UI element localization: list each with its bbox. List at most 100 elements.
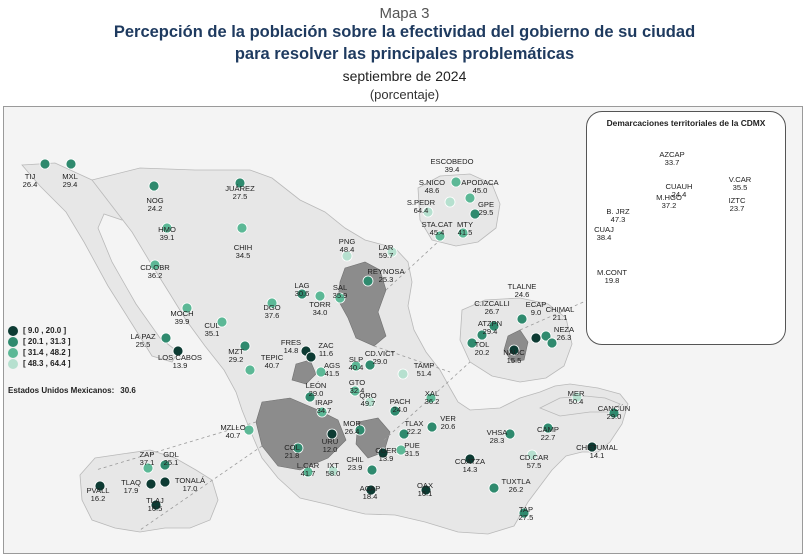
map-units: (porcentaje) [369, 87, 440, 102]
city-code: MZLLO [220, 423, 246, 432]
cdmx-label-azcap: AZCAP 33.7 [650, 150, 694, 168]
city-code: QRO [359, 391, 377, 400]
city-marker-mty [457, 227, 469, 239]
city-label-gdl: GDL 25.1 [149, 450, 193, 468]
city-code: CANCÚN [597, 404, 631, 413]
city-code: ATZPN [477, 319, 503, 328]
city-code: GDL [163, 450, 179, 459]
city-marker-apodaca [464, 192, 476, 204]
city-value: 12.0 [322, 445, 338, 455]
city-code: L.CAR [296, 461, 320, 470]
city-label-pvall: PVALL 16.2 [76, 486, 120, 504]
city-code: CUL [204, 321, 220, 330]
city-label-uru: URU 12.0 [308, 437, 352, 455]
city-value: 21.1 [552, 313, 568, 323]
city-marker-tuxtla [488, 482, 500, 494]
city-label-hmo: HMO 39.1 [145, 225, 189, 243]
city-code: C.IZCALLI [474, 299, 510, 308]
cdmx-value: 38.4 [596, 233, 612, 243]
city-marker-png [341, 250, 353, 262]
city-label-mzllo: MZLLO 40.7 [211, 423, 255, 441]
cdmx-label-iztc: IZTC 23.7 [715, 196, 759, 214]
city-label-tlax: TLAX 22.2 [392, 419, 436, 437]
city-marker-chil [366, 464, 378, 476]
city-marker-oax [420, 484, 432, 496]
city-label-chetumal: CHETUMAL 14.1 [575, 443, 619, 461]
city-value: 40.7 [225, 431, 241, 441]
city-value: 64.4 [413, 206, 429, 216]
legend-label: [ 20.1 , 31.3 ] [23, 337, 71, 346]
city-label-escobedo: ESCOBEDO 39.4 [430, 157, 474, 175]
cdmx-code: IZTP [713, 212, 731, 221]
city-value: 37.6 [264, 311, 280, 321]
city-value: 57.5 [526, 461, 542, 471]
map-title-line1: Percepción de la población sobre la efec… [113, 23, 696, 41]
city-value: 14.8 [283, 346, 299, 356]
city-code: VHSA [486, 428, 508, 437]
city-label-s-nico: S.NICO 48.6 [410, 178, 454, 196]
city-value: 22.2 [406, 427, 422, 437]
city-code: MER [567, 389, 585, 398]
city-label-chil: CHIL 23.9 [333, 455, 377, 473]
mty-inset-region [417, 173, 501, 247]
city-label-png: PNG 48.4 [325, 237, 369, 255]
cdmx-code: CUAUH [665, 182, 693, 191]
city-marker-sal [334, 292, 346, 304]
city-code: TLAX [404, 419, 424, 428]
cdmx-label-gam: GAM 24.3 [685, 169, 729, 187]
city-value: 36.2 [424, 397, 440, 407]
city-label-apodaca: APODACA 45.0 [458, 178, 502, 196]
city-value: 20.6 [440, 422, 456, 432]
city-marker-tamp [397, 368, 409, 380]
city-label-mxl: MXL 29.4 [48, 172, 92, 190]
map-legend: [ 9.0 , 20.0 ] [ 20.1 , 31.3 ] [ 31.4 , 48… [8, 325, 71, 369]
city-code: LEÓN [305, 381, 327, 390]
city-label-ver: VER 20.6 [426, 414, 470, 432]
city-label-col: COL 21.8 [270, 443, 314, 461]
city-value: 31.5 [404, 449, 420, 459]
city-marker-nog [148, 180, 160, 192]
cdmx-value: 21.7 [704, 254, 720, 264]
city-label-ixt: IXT 58.0 [311, 461, 355, 479]
cdmx-label-v-car: V.CAR 35.5 [718, 175, 762, 193]
city-marker-pach [389, 405, 401, 417]
city-marker-canc-n [608, 407, 620, 419]
city-value: 29.0 [606, 412, 622, 422]
city-marker-cd-vict [364, 359, 376, 371]
legend-item: [ 9.0 , 20.0 ] [8, 325, 71, 336]
city-value: 18.4 [362, 492, 378, 502]
yucatan-region [539, 395, 621, 417]
city-value: 29.4 [62, 180, 78, 190]
city-marker-s-pedr [422, 206, 434, 218]
cdmx-value: 37.3 [655, 221, 671, 231]
cdmx-code: CUAJ [594, 225, 614, 234]
city-value: 48.4 [339, 245, 355, 255]
city-value: 34.7 [316, 406, 332, 416]
city-label-c-izcalli: C.IZCALLI 26.7 [470, 299, 514, 317]
city-label-cd-obr: CD.OBR 36.2 [133, 263, 177, 281]
city-code: TAP [518, 505, 534, 514]
city-marker-pue [395, 444, 407, 456]
city-marker-tepic [244, 364, 256, 376]
city-label-tlaq: TLAQ 17.9 [109, 478, 153, 496]
city-marker-xal [425, 392, 437, 404]
cdmx-value: 37.2 [661, 201, 677, 211]
city-label-chimal: CHIMAL 21.1 [538, 305, 582, 323]
city-code: DGO [263, 303, 281, 312]
cdmx-label-tlhc: TLHC 30.0 [730, 236, 774, 254]
city-value: 15.5 [506, 356, 522, 366]
city-marker-moch [181, 302, 193, 314]
city-code: TLAQ [121, 478, 141, 487]
city-code: FRES [280, 338, 302, 347]
city-code: CAMP [537, 425, 559, 434]
city-value: 32.4 [349, 386, 365, 396]
city-code: TLALNE [507, 282, 537, 291]
city-marker-col [292, 442, 304, 454]
legend-label: [ 48.3 , 64.4 ] [23, 359, 71, 368]
city-code: REYNOSA [367, 267, 405, 276]
city-value: 20.2 [474, 348, 490, 358]
city-code: LAR [378, 243, 394, 252]
legend-item: [ 20.1 , 31.3 ] [8, 336, 71, 347]
city-marker-ags [315, 366, 327, 378]
cdmx-code: V.CAR [728, 175, 752, 184]
